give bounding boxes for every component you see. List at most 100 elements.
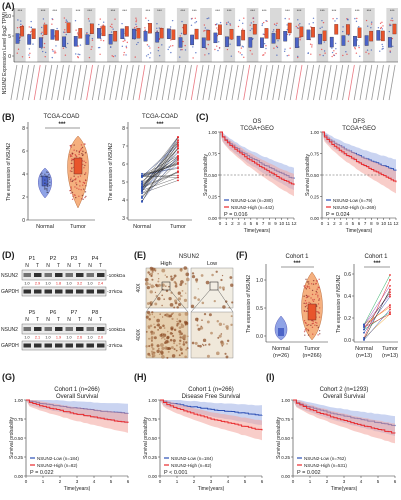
scatter-point (379, 50, 381, 52)
ihc-stain (151, 278, 154, 281)
ihc-stain (208, 343, 211, 346)
normal-box (388, 37, 392, 48)
scatter-point (63, 17, 66, 19)
scatter-point (121, 45, 124, 48)
km-title: Cohort 1 (n=266) (54, 387, 100, 393)
paired-point-tumor (177, 170, 179, 173)
scatter-point (124, 38, 126, 40)
normal-point (41, 172, 43, 174)
scatter-point (356, 39, 359, 41)
patient-label: P1 (29, 256, 36, 262)
ihc-stain (215, 270, 218, 273)
ihc-stain (178, 303, 182, 307)
tumor-point (78, 150, 80, 153)
f-tumor-point (317, 326, 320, 329)
scatter-point (86, 32, 88, 35)
nt-label: T (99, 263, 102, 269)
ihc-stain (159, 350, 164, 354)
paired-point-normal (141, 195, 143, 198)
f-tumor-point (308, 301, 310, 304)
f-left-title: Cohort 1 (285, 254, 309, 260)
ihc-stain (151, 346, 153, 349)
scatter-point (382, 47, 384, 50)
scatter-point (229, 24, 232, 26)
scatter-point (126, 41, 129, 44)
f-tumor-point (318, 298, 321, 300)
gapdh-blot (21, 340, 107, 351)
band-ratio: 1.0 (87, 282, 92, 286)
nt-label: N (67, 317, 71, 323)
blot-band (97, 273, 105, 277)
km-pvalue: P < 0.001 (164, 470, 188, 476)
normal-point (45, 188, 47, 190)
scatter-point (88, 20, 90, 22)
significance-marker: *** (192, 8, 197, 13)
blot-band (44, 289, 52, 294)
ihc-stain (157, 323, 161, 327)
scatter-point (54, 50, 56, 52)
ihc-stain (149, 272, 154, 276)
scatter-point (102, 40, 105, 42)
f-tumor-point (318, 286, 320, 289)
scatter-point (88, 35, 91, 37)
f-tumor-point (314, 324, 316, 326)
ihc-stain (221, 274, 224, 277)
normal-box (248, 37, 253, 48)
nt-label: N (46, 317, 50, 323)
ihc-stain (202, 344, 205, 347)
y-tick-label: 5 (122, 180, 125, 186)
x-label-glyphs (313, 64, 320, 101)
scatter-point (286, 55, 288, 57)
background-band (107, 8, 119, 62)
scatter-point (135, 19, 138, 21)
scatter-point (265, 44, 267, 47)
x-label-glyphs (161, 64, 169, 101)
scatter-point (298, 24, 300, 26)
ihc-stain (157, 296, 161, 301)
scatter-point (88, 56, 91, 59)
normal-box (166, 28, 171, 39)
normal-point (45, 171, 48, 173)
scatter-point (55, 45, 57, 47)
scatter-point (389, 24, 391, 27)
b-right-title: TCGA-COAD (142, 114, 179, 120)
scatter-point (28, 54, 30, 56)
ihc-stain (174, 299, 178, 303)
ihc-stain (208, 313, 212, 317)
tumor-point (85, 161, 87, 164)
paired-point (389, 313, 391, 315)
scatter-point (52, 50, 54, 52)
scatter-point (204, 54, 206, 56)
tumor-box (345, 24, 350, 35)
paired-point-normal (141, 190, 143, 192)
tumor-point (77, 176, 79, 178)
tumor-box (55, 30, 59, 41)
normal-point (46, 189, 48, 191)
scatter-point (180, 32, 183, 35)
x-tick-label: 11 (387, 221, 392, 226)
blot-band (97, 327, 105, 331)
scatter-point (242, 22, 244, 25)
ihc-stain (183, 320, 188, 324)
tumor-point (70, 144, 73, 146)
scatter-point (240, 47, 243, 49)
scatter-point (392, 20, 394, 22)
tumor-point (84, 172, 87, 174)
tumor-point (70, 192, 72, 194)
tumor-point (75, 182, 77, 184)
ihc-stain (151, 331, 156, 335)
x-tick-label: 2 (231, 221, 234, 226)
scatter-point (347, 34, 350, 36)
scatter-point (323, 50, 326, 52)
tumor-point (78, 153, 80, 156)
x-tick-label: 2 (333, 221, 336, 226)
km-pvalue: P = 0.022 (30, 470, 54, 476)
ihc-stain (172, 335, 175, 338)
ihc-stain (146, 310, 151, 315)
tumor-point (75, 196, 77, 199)
ihc-stain (226, 339, 230, 343)
scatter-point (370, 27, 372, 29)
e-400x: 400X (136, 329, 142, 341)
ihc-stain (185, 292, 187, 294)
scatter-point (252, 37, 254, 40)
